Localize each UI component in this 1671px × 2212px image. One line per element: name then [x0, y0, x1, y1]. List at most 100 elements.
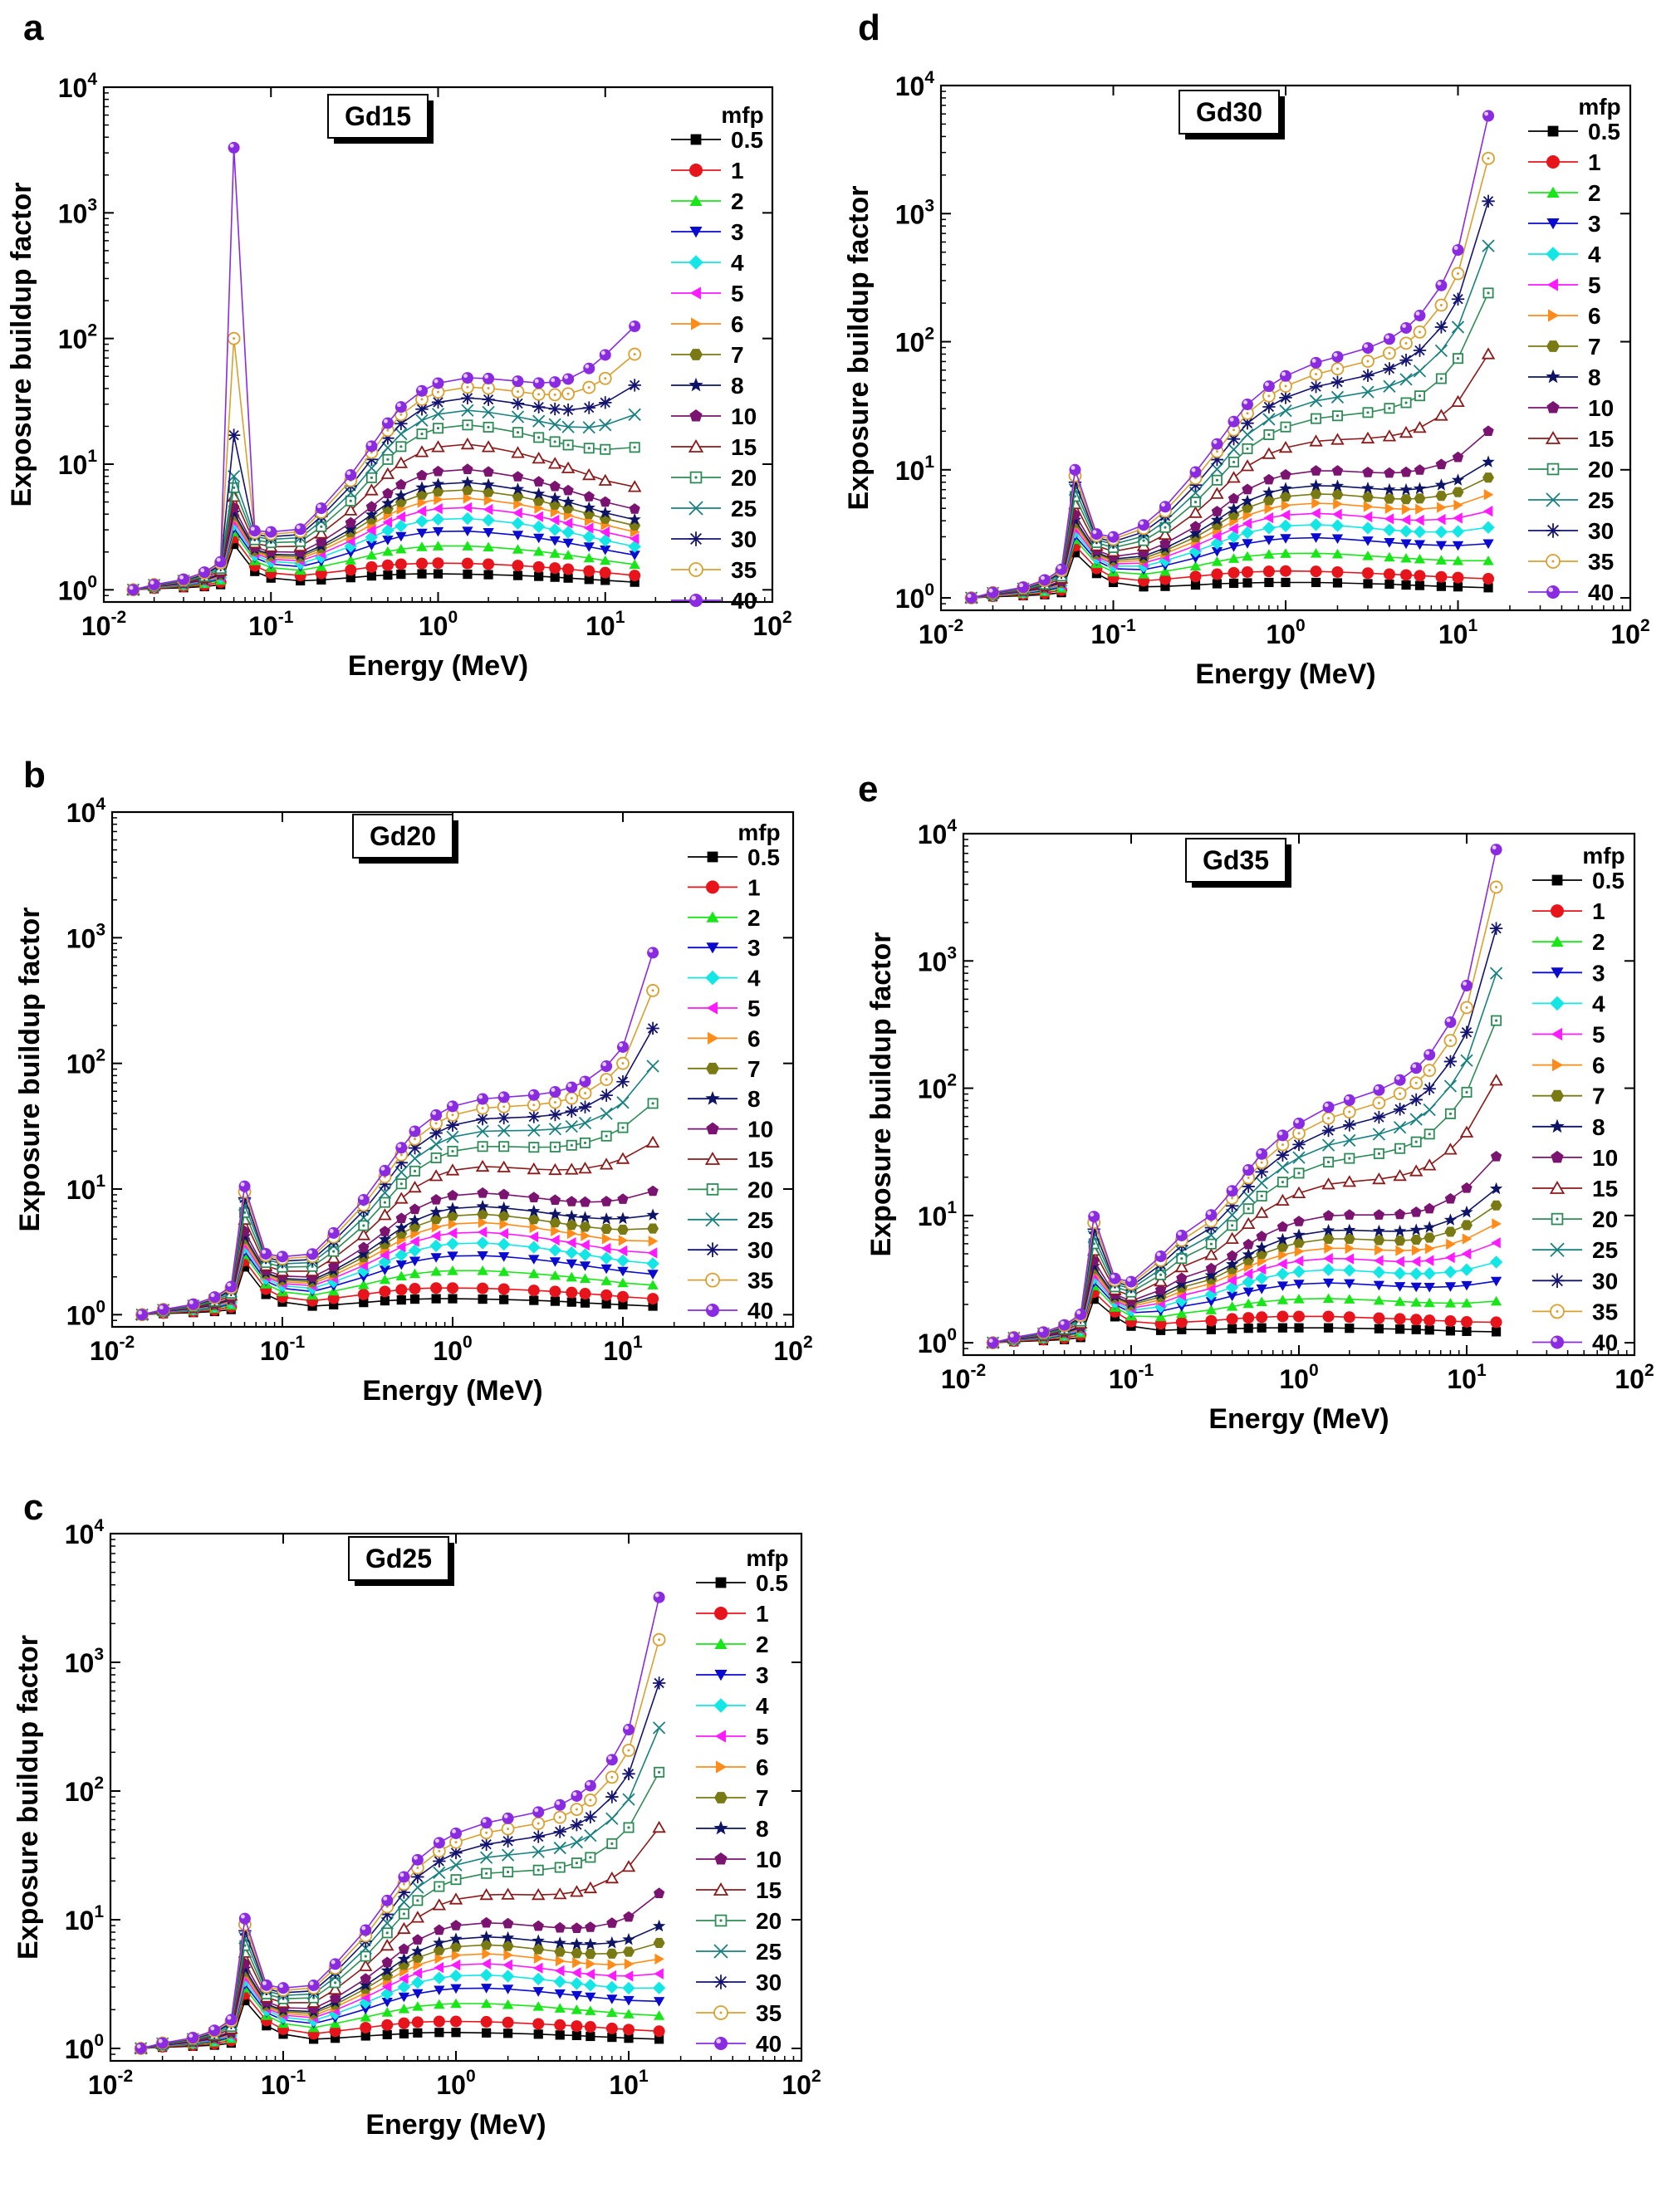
data-point — [1400, 466, 1412, 477]
data-point — [502, 1917, 514, 1929]
data-point — [566, 443, 570, 447]
data-point — [1385, 335, 1389, 340]
data-point — [654, 2010, 665, 2020]
data-point — [1465, 1006, 1468, 1009]
data-point — [1333, 352, 1338, 357]
data-point — [532, 1972, 545, 1986]
data-point — [1335, 367, 1339, 370]
data-point — [179, 575, 184, 580]
data-point — [1125, 1275, 1137, 1288]
data-point — [138, 1310, 143, 1315]
y-tick-label: 101 — [65, 1902, 105, 1936]
data-point — [1206, 1324, 1216, 1334]
data-point — [360, 2031, 370, 2041]
data-point — [1322, 1210, 1335, 1221]
legend-entry-40: 40 — [1528, 580, 1614, 605]
data-point — [1127, 1277, 1132, 1282]
data-point — [452, 1829, 456, 1833]
data-point — [1088, 1211, 1100, 1223]
data-point — [580, 1239, 590, 1251]
data-point — [447, 1251, 458, 1261]
panel-letter: e — [858, 769, 878, 810]
data-point — [578, 1211, 592, 1223]
data-point — [583, 362, 595, 374]
data-point — [567, 1083, 572, 1088]
x-mark-icon — [713, 1944, 728, 1959]
y-tick-label: 102 — [66, 1046, 105, 1079]
data-point — [1487, 291, 1490, 295]
data-point — [1395, 1324, 1405, 1334]
data-point — [602, 1062, 607, 1067]
data-point — [416, 506, 427, 517]
legend-label: 1 — [731, 158, 744, 184]
data-point — [600, 1107, 613, 1120]
sphere-icon — [706, 1304, 719, 1317]
data-point — [1372, 1172, 1386, 1185]
data-point — [189, 1299, 194, 1304]
data-point — [599, 506, 612, 519]
data-point — [1256, 1231, 1267, 1241]
data-point — [571, 1990, 583, 2001]
data-point — [1228, 492, 1240, 504]
legend-label: 8 — [747, 1086, 761, 1112]
data-point — [1211, 556, 1223, 566]
data-point — [1446, 1018, 1451, 1023]
data-point — [1345, 1096, 1350, 1100]
data-point — [1226, 1257, 1239, 1270]
data-point — [1231, 1197, 1234, 1200]
data-point — [461, 557, 473, 570]
data-point — [408, 1181, 422, 1193]
data-point — [1263, 536, 1275, 546]
data-point — [1242, 483, 1253, 495]
data-point — [604, 448, 607, 451]
data-point — [1395, 1245, 1405, 1256]
data-point — [585, 1992, 596, 2003]
data-point — [1242, 1275, 1255, 1289]
data-point — [582, 530, 595, 544]
legend-entry-15: 15 — [1532, 1176, 1618, 1201]
data-point — [1495, 885, 1498, 888]
data-point — [408, 1213, 422, 1226]
data-point — [1362, 536, 1374, 546]
data-point — [1241, 399, 1253, 411]
data-point — [583, 1141, 587, 1145]
data-point — [647, 1223, 659, 1234]
data-point — [481, 1998, 492, 2009]
data-point — [1372, 1224, 1385, 1237]
data-point — [1409, 1093, 1423, 1107]
data-point — [580, 1298, 590, 1308]
legend-title: mfp — [1582, 843, 1624, 869]
data-point — [395, 1212, 407, 1223]
data-point — [1060, 1320, 1065, 1325]
data-point — [1344, 1209, 1355, 1220]
data-point — [433, 503, 443, 515]
data-point — [583, 565, 595, 577]
filled-hexagon-icon — [714, 1792, 728, 1803]
data-point — [477, 1187, 488, 1198]
data-point — [1461, 1298, 1473, 1308]
data-point — [409, 1256, 421, 1267]
data-point — [605, 1936, 619, 1949]
legend-label: 0.5 — [747, 844, 780, 870]
data-point — [1428, 1069, 1431, 1072]
data-point — [1310, 356, 1322, 369]
data-point — [136, 1309, 149, 1321]
data-point — [1343, 1118, 1356, 1132]
data-point — [415, 481, 429, 493]
data-point — [629, 533, 639, 545]
data-point — [136, 2044, 141, 2048]
data-point — [1009, 1333, 1014, 1338]
data-point — [1293, 1216, 1305, 1226]
filled-triangle-up-icon — [706, 911, 719, 922]
chart-title-box: Gd15 — [327, 94, 434, 144]
data-point — [1227, 443, 1241, 456]
data-point — [450, 1941, 462, 1952]
data-point — [450, 1998, 462, 2009]
data-point — [316, 504, 321, 509]
data-point — [397, 1980, 411, 1994]
data-point — [1256, 1296, 1267, 1306]
data-point — [365, 507, 379, 521]
data-point — [381, 1894, 394, 1906]
legend-entry-5: 5 — [1528, 272, 1601, 298]
